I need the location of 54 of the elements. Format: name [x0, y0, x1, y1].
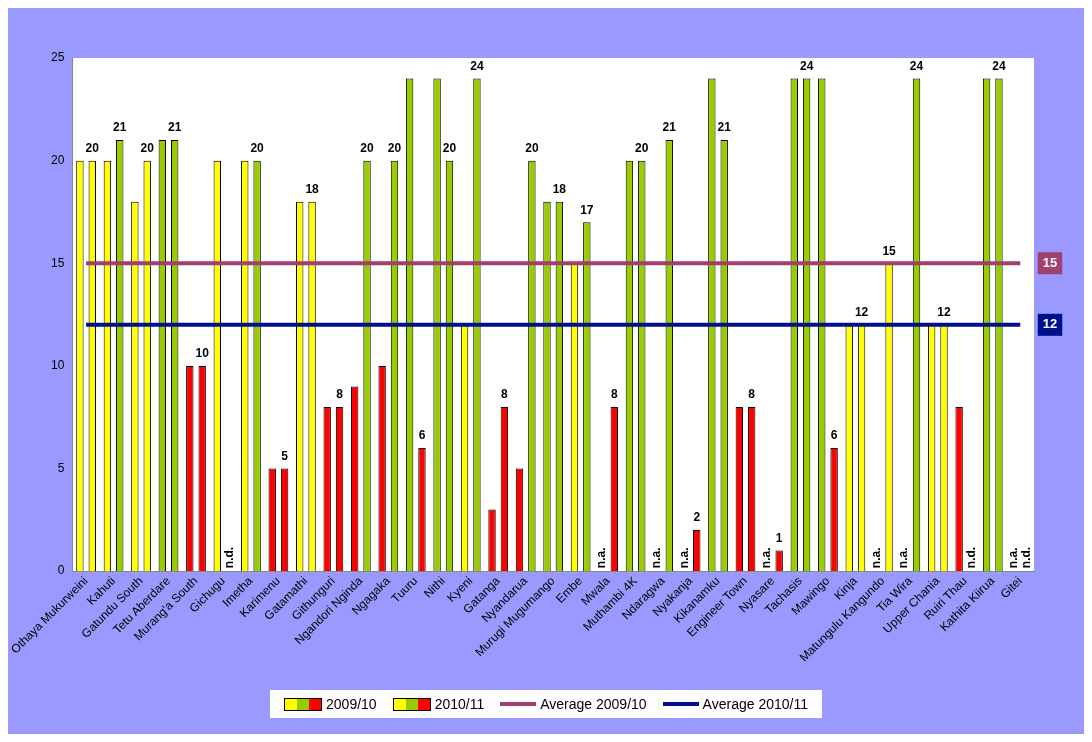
data-label: 18: [305, 181, 320, 196]
text: n.d.: [1018, 546, 1033, 569]
text: n.a.: [649, 547, 664, 569]
data-label: 20: [250, 140, 265, 155]
data-label: 24: [470, 58, 484, 73]
data-label: 20: [635, 140, 649, 155]
y-tick-label: 15: [50, 255, 65, 270]
data-label: 10: [195, 346, 210, 361]
data-label: 20: [140, 140, 155, 155]
text: n.a.: [594, 547, 609, 569]
data-label: 18: [552, 181, 567, 196]
data-label: 24: [799, 58, 814, 73]
data-label: 8: [336, 387, 344, 402]
data-label: 15: [1042, 254, 1058, 270]
data-label: 5: [281, 448, 289, 463]
y-tick-label: 25: [50, 50, 65, 65]
data-label: 21: [113, 120, 127, 135]
text: n.a.: [759, 547, 774, 569]
data-label: 17: [580, 202, 594, 217]
data-label: 6: [418, 428, 426, 443]
data-label: 8: [501, 387, 509, 402]
y-tick-label: 0: [57, 563, 65, 578]
data-label: 15: [882, 243, 897, 258]
text: n.d.: [221, 546, 236, 569]
text: n.a.: [1006, 547, 1021, 569]
data-label: 12: [854, 305, 869, 320]
data-label: 8: [748, 387, 756, 402]
data-label: 6: [830, 428, 838, 443]
data-label: 20: [360, 140, 375, 155]
legend-label: Average 2010/11: [702, 696, 808, 712]
y-tick-label: 5: [57, 460, 65, 475]
data-label: 21: [662, 120, 677, 135]
data-label: 20: [85, 140, 100, 155]
legend-label: 2010/11: [434, 696, 485, 712]
y-tick-label: 10: [50, 358, 65, 373]
data-label: 12: [937, 305, 952, 320]
text: n.d.: [963, 546, 978, 569]
data-label: 8: [610, 387, 618, 402]
data-label: 20: [525, 140, 539, 155]
text: n.a.: [869, 547, 884, 569]
legend-label: 2009/10: [326, 696, 377, 712]
data-label: 21: [168, 120, 182, 135]
data-label: 24: [909, 58, 924, 73]
data-label: 21: [717, 120, 732, 135]
text: n.a.: [676, 547, 691, 569]
data-label: 24: [992, 58, 1006, 73]
data-label: 12: [1042, 316, 1058, 332]
data-label: 2: [693, 510, 701, 525]
legend-label: Average 2009/10: [540, 696, 647, 712]
data-label: 20: [387, 140, 402, 155]
y-tick-label: 20: [50, 152, 65, 167]
data-label: 20: [442, 140, 457, 155]
data-label: 1: [775, 530, 783, 545]
text: n.a.: [896, 547, 911, 569]
